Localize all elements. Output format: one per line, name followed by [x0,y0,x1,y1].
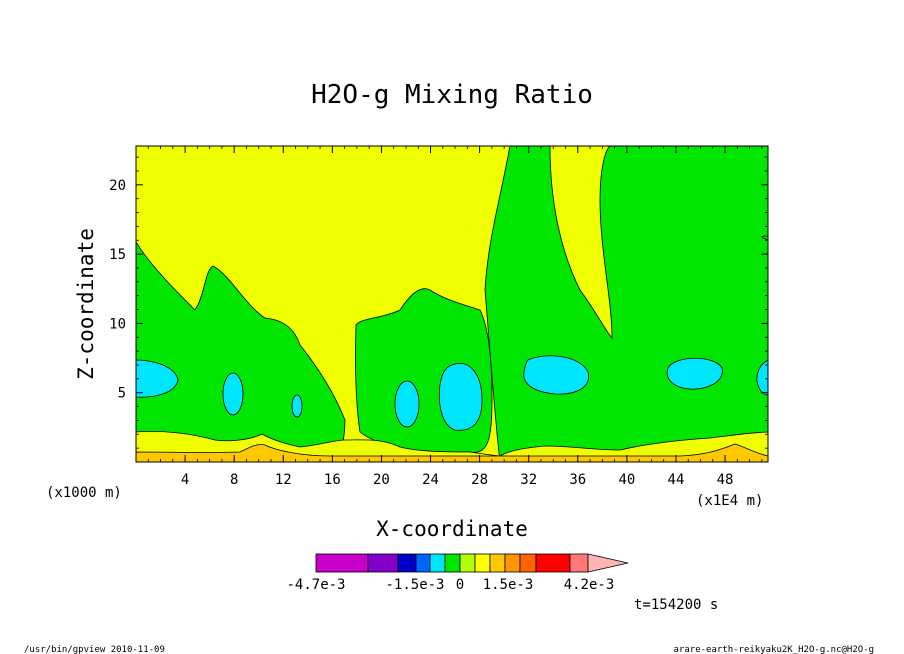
colorbar-segment [415,553,431,573]
x-tick-label: 40 [618,472,635,488]
y-tick-label: 10 [109,316,126,332]
green-region-right [484,146,768,462]
colorbar-label: 0 [456,577,464,593]
colorbar-segment [519,553,537,573]
colorbar-segment [367,553,399,573]
colorbar-labels: -4.7e-3 -1.5e-3 0 1.5e-3 4.2e-3 [286,577,614,593]
cyan-region-8 [756,359,768,396]
y-tick-label: 15 [109,247,126,263]
x-tick-label: 44 [668,472,685,488]
cyan-region-3 [291,394,303,418]
cyan-region-4 [394,380,420,428]
x-tick-label: 8 [230,472,238,488]
x-tick-label: 48 [717,472,734,488]
colorbar-segment [504,553,521,573]
x-tick-label: 4 [181,472,189,488]
colorbar-label: 1.5e-3 [483,577,534,593]
x-axis-ticks: 4 8 12 16 20 24 28 32 36 40 44 48 [147,146,763,488]
x-unit-right: (x1E4 m) [696,493,763,509]
cyan-region-2 [222,372,244,416]
orange-bottom-band [136,443,768,462]
x-tick-label: 32 [520,472,537,488]
plot-area [136,146,768,462]
colorbar-segment [569,553,589,573]
cyan-region-7 [666,357,723,390]
cyan-region-6 [523,355,589,395]
colorbar-label: -4.7e-3 [286,577,345,593]
x-tick-label: 16 [324,472,341,488]
chart-title: H2O-g Mixing Ratio [311,80,593,110]
x-tick-label: 36 [569,472,586,488]
x-tick-label: 28 [471,472,488,488]
colorbar-segment [444,553,461,573]
time-label: t=154200 s [634,597,718,613]
colorbar [315,553,629,573]
footer-left: /usr/bin/gpview 2010-11-09 [24,645,165,654]
footer-right: arare-earth-reikyaku2K_H2O-g.nc@H2O-g [674,645,874,654]
colorbar-label: 4.2e-3 [564,577,615,593]
plot-frame [135,145,769,463]
x-tick-label: 12 [275,472,292,488]
y-tick-label: 5 [118,386,126,402]
colorbar-segment [397,553,417,573]
y-tick-label: 20 [109,178,126,194]
y-axis-label: Z-coordinate [74,228,98,380]
colorbar-segment [429,553,446,573]
x-tick-label: 24 [422,472,439,488]
colorbar-segment [315,553,369,573]
x-axis-label: X-coordinate [376,517,528,541]
colorbar-segment [459,553,476,573]
colorbar-segment [489,553,506,573]
colorbar-segment [474,553,491,573]
colorbar-segment [535,553,571,573]
x-unit-left: (x1000 m) [46,485,122,501]
x-tick-label: 20 [373,472,390,488]
cyan-region-5 [438,363,483,431]
y-axis-ticks: 5 10 15 20 [109,156,768,449]
cyan-region-1 [136,359,179,398]
colorbar-label: -1.5e-3 [385,577,444,593]
colorbar-arrow [587,553,629,573]
